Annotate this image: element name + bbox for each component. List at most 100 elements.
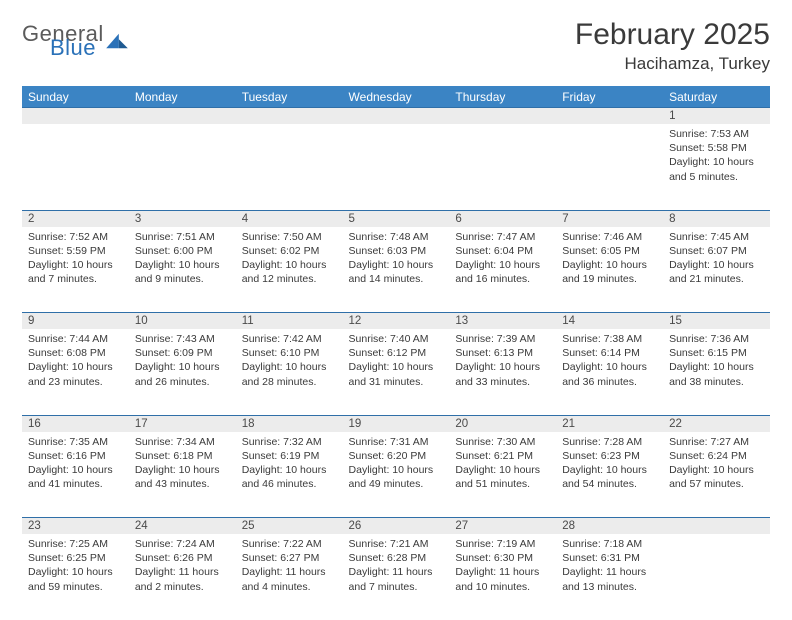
day-detail-line: Sunrise: 7:38 AM xyxy=(562,332,657,346)
day-detail-line: Sunrise: 7:28 AM xyxy=(562,435,657,449)
day-cell-content: Sunrise: 7:24 AMSunset: 6:26 PMDaylight:… xyxy=(129,534,236,620)
day-detail-line: Sunrise: 7:18 AM xyxy=(562,537,657,551)
day-cell-content: Sunrise: 7:19 AMSunset: 6:30 PMDaylight:… xyxy=(449,534,556,620)
day-cell-number: 12 xyxy=(343,313,450,330)
week-content-row: Sunrise: 7:35 AMSunset: 6:16 PMDaylight:… xyxy=(22,432,770,518)
day-number: 17 xyxy=(129,416,236,432)
day-number: 27 xyxy=(449,518,556,534)
day-detail-line: Sunset: 6:23 PM xyxy=(562,449,657,463)
title-block: February 2025 Hacihamza, Turkey xyxy=(575,18,770,74)
day-cell-content: Sunrise: 7:25 AMSunset: 6:25 PMDaylight:… xyxy=(22,534,129,620)
day-number: 13 xyxy=(449,313,556,329)
day-cell-number: 17 xyxy=(129,415,236,432)
day-detail-line: Daylight: 10 hours and 38 minutes. xyxy=(669,360,764,388)
day-cell-number: 9 xyxy=(22,313,129,330)
day-cell-number: 18 xyxy=(236,415,343,432)
day-cell-number: 7 xyxy=(556,210,663,227)
day-detail-line: Sunrise: 7:39 AM xyxy=(455,332,550,346)
day-detail-line: Sunset: 6:13 PM xyxy=(455,346,550,360)
day-details: Sunrise: 7:46 AMSunset: 6:05 PMDaylight:… xyxy=(556,227,663,293)
day-detail-line: Sunrise: 7:22 AM xyxy=(242,537,337,551)
day-details: Sunrise: 7:19 AMSunset: 6:30 PMDaylight:… xyxy=(449,534,556,600)
day-number: 25 xyxy=(236,518,343,534)
day-detail-line: Sunset: 6:25 PM xyxy=(28,551,123,565)
day-detail-line: Sunset: 6:31 PM xyxy=(562,551,657,565)
day-cell-number: 26 xyxy=(343,518,450,535)
day-detail-line: Sunrise: 7:21 AM xyxy=(349,537,444,551)
day-detail-line: Daylight: 10 hours and 49 minutes. xyxy=(349,463,444,491)
day-number xyxy=(449,108,556,124)
day-cell-content: Sunrise: 7:36 AMSunset: 6:15 PMDaylight:… xyxy=(663,329,770,415)
day-cell-content: Sunrise: 7:51 AMSunset: 6:00 PMDaylight:… xyxy=(129,227,236,313)
day-details: Sunrise: 7:40 AMSunset: 6:12 PMDaylight:… xyxy=(343,329,450,395)
day-cell-number: 1 xyxy=(663,108,770,125)
day-detail-line: Sunrise: 7:24 AM xyxy=(135,537,230,551)
day-number: 22 xyxy=(663,416,770,432)
day-detail-line: Sunrise: 7:32 AM xyxy=(242,435,337,449)
day-number: 1 xyxy=(663,108,770,124)
day-detail-line: Daylight: 10 hours and 23 minutes. xyxy=(28,360,123,388)
day-details: Sunrise: 7:30 AMSunset: 6:21 PMDaylight:… xyxy=(449,432,556,498)
day-cell-content xyxy=(236,124,343,210)
day-details: Sunrise: 7:31 AMSunset: 6:20 PMDaylight:… xyxy=(343,432,450,498)
day-cell-number: 19 xyxy=(343,415,450,432)
day-number: 6 xyxy=(449,211,556,227)
day-cell-content: Sunrise: 7:44 AMSunset: 6:08 PMDaylight:… xyxy=(22,329,129,415)
month-title: February 2025 xyxy=(575,18,770,52)
day-cell-number xyxy=(343,108,450,125)
day-detail-line: Sunset: 6:18 PM xyxy=(135,449,230,463)
day-number xyxy=(663,518,770,534)
day-number: 18 xyxy=(236,416,343,432)
day-cell-content: Sunrise: 7:43 AMSunset: 6:09 PMDaylight:… xyxy=(129,329,236,415)
day-detail-line: Daylight: 10 hours and 5 minutes. xyxy=(669,155,764,183)
day-cell-content: Sunrise: 7:27 AMSunset: 6:24 PMDaylight:… xyxy=(663,432,770,518)
day-detail-line: Sunset: 6:10 PM xyxy=(242,346,337,360)
day-number: 11 xyxy=(236,313,343,329)
day-detail-line: Daylight: 10 hours and 12 minutes. xyxy=(242,258,337,286)
day-cell-number: 20 xyxy=(449,415,556,432)
day-header: Monday xyxy=(129,87,236,108)
day-cell-number: 27 xyxy=(449,518,556,535)
day-cell-number xyxy=(22,108,129,125)
day-detail-line: Daylight: 11 hours and 10 minutes. xyxy=(455,565,550,593)
day-cell-content: Sunrise: 7:47 AMSunset: 6:04 PMDaylight:… xyxy=(449,227,556,313)
day-header-row: Sunday Monday Tuesday Wednesday Thursday… xyxy=(22,87,770,108)
day-number: 2 xyxy=(22,211,129,227)
day-details: Sunrise: 7:53 AMSunset: 5:58 PMDaylight:… xyxy=(663,124,770,190)
day-detail-line: Sunset: 6:24 PM xyxy=(669,449,764,463)
day-detail-line: Daylight: 10 hours and 36 minutes. xyxy=(562,360,657,388)
day-detail-line: Sunset: 6:19 PM xyxy=(242,449,337,463)
day-details: Sunrise: 7:48 AMSunset: 6:03 PMDaylight:… xyxy=(343,227,450,293)
day-detail-line: Daylight: 10 hours and 41 minutes. xyxy=(28,463,123,491)
day-cell-content: Sunrise: 7:45 AMSunset: 6:07 PMDaylight:… xyxy=(663,227,770,313)
day-detail-line: Sunset: 6:12 PM xyxy=(349,346,444,360)
day-detail-line: Sunset: 5:59 PM xyxy=(28,244,123,258)
day-detail-line: Sunrise: 7:36 AM xyxy=(669,332,764,346)
day-detail-line: Daylight: 10 hours and 9 minutes. xyxy=(135,258,230,286)
week-content-row: Sunrise: 7:44 AMSunset: 6:08 PMDaylight:… xyxy=(22,329,770,415)
day-detail-line: Sunset: 6:05 PM xyxy=(562,244,657,258)
day-number: 9 xyxy=(22,313,129,329)
day-detail-line: Daylight: 10 hours and 19 minutes. xyxy=(562,258,657,286)
day-detail-line: Daylight: 10 hours and 54 minutes. xyxy=(562,463,657,491)
day-detail-line: Sunset: 6:08 PM xyxy=(28,346,123,360)
day-number: 8 xyxy=(663,211,770,227)
day-number: 19 xyxy=(343,416,450,432)
week-content-row: Sunrise: 7:53 AMSunset: 5:58 PMDaylight:… xyxy=(22,124,770,210)
day-detail-line: Daylight: 10 hours and 43 minutes. xyxy=(135,463,230,491)
day-cell-number xyxy=(236,108,343,125)
day-details: Sunrise: 7:38 AMSunset: 6:14 PMDaylight:… xyxy=(556,329,663,395)
week-number-row: 9101112131415 xyxy=(22,313,770,330)
day-number: 10 xyxy=(129,313,236,329)
day-cell-content: Sunrise: 7:32 AMSunset: 6:19 PMDaylight:… xyxy=(236,432,343,518)
day-cell-content: Sunrise: 7:34 AMSunset: 6:18 PMDaylight:… xyxy=(129,432,236,518)
day-cell-content: Sunrise: 7:28 AMSunset: 6:23 PMDaylight:… xyxy=(556,432,663,518)
day-details: Sunrise: 7:25 AMSunset: 6:25 PMDaylight:… xyxy=(22,534,129,600)
day-number xyxy=(236,108,343,124)
day-details: Sunrise: 7:27 AMSunset: 6:24 PMDaylight:… xyxy=(663,432,770,498)
day-detail-line: Sunset: 6:28 PM xyxy=(349,551,444,565)
brand-word-2: Blue xyxy=(50,38,104,58)
day-detail-line: Sunrise: 7:47 AM xyxy=(455,230,550,244)
day-details: Sunrise: 7:21 AMSunset: 6:28 PMDaylight:… xyxy=(343,534,450,600)
day-detail-line: Daylight: 10 hours and 21 minutes. xyxy=(669,258,764,286)
